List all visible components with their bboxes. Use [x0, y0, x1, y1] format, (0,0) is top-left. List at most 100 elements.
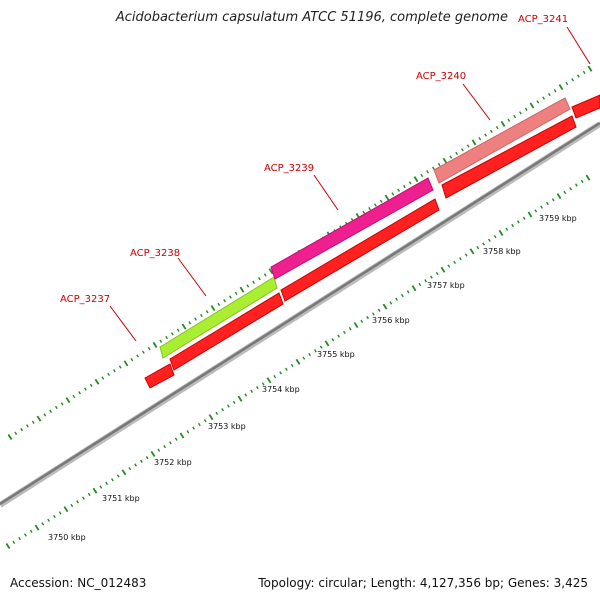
tick-mark [406, 290, 410, 294]
tick-mark [548, 92, 551, 97]
tick-mark [493, 234, 497, 239]
tick-mark [200, 313, 203, 318]
tick-mark [118, 365, 122, 369]
tick-mark [29, 529, 33, 533]
tick-mark [256, 385, 259, 390]
cds-bar-1[interactable] [144, 363, 175, 389]
tick-mark [145, 455, 149, 460]
tick-mark [482, 242, 485, 246]
tick-mark [435, 271, 439, 276]
tick-mark [534, 209, 538, 213]
tick-mark [237, 395, 243, 402]
tick-mark [476, 246, 480, 250]
tick-mark [147, 346, 151, 351]
tick-mark [403, 184, 406, 189]
tick-mark [246, 284, 250, 288]
tick-mark [420, 173, 424, 178]
tick-mark [466, 144, 470, 148]
tick-mark [540, 205, 543, 209]
gene-label-acp-3238[interactable]: ACP_3238 [130, 248, 180, 259]
tick-mark [208, 414, 214, 421]
tick-mark [171, 332, 174, 336]
gene-label-acp-3240[interactable]: ACP_3240 [416, 71, 466, 82]
tick-mark [511, 223, 514, 228]
tick-mark [194, 317, 197, 321]
tick-mark [498, 229, 504, 236]
tick-mark [319, 345, 323, 349]
leader-line-acp-3237 [109, 305, 137, 342]
tick-mark [136, 354, 139, 358]
tick-mark [577, 74, 580, 78]
tick-mark [558, 84, 564, 91]
tick-mark [348, 327, 352, 331]
gene-feature-acp-3240[interactable] [433, 97, 571, 184]
gene-feature-acp-3239[interactable] [270, 177, 434, 280]
tick-mark [374, 203, 377, 207]
tick-mark [169, 441, 172, 445]
tick-mark [546, 201, 549, 206]
tick-mark [101, 376, 105, 380]
tick-mark [389, 301, 393, 305]
tick-mark [159, 339, 163, 343]
tick-mark [273, 374, 277, 379]
tick-mark [186, 430, 190, 434]
gene-label-acp-3239[interactable]: ACP_3239 [264, 163, 314, 174]
tick-mark [20, 427, 23, 432]
scale-label: 3758 kbp [483, 247, 521, 256]
tick-mark [556, 193, 562, 200]
tick-mark [130, 358, 134, 362]
tick-mark [424, 279, 427, 283]
tick-mark [285, 367, 288, 371]
gene-feature-acp-3238[interactable] [159, 276, 278, 359]
tick-mark [563, 190, 567, 195]
gene-label-acp-3241[interactable]: ACP_3241 [518, 14, 568, 25]
tick-mark [223, 299, 226, 303]
tick-mark [134, 463, 137, 467]
scale-label: 3753 kbp [208, 422, 246, 431]
tick-mark [362, 210, 366, 214]
tick-mark [500, 120, 506, 127]
tick-mark [210, 305, 216, 312]
tick-mark [49, 409, 52, 413]
leader-line-acp-3239 [313, 174, 339, 211]
tick-mark [140, 459, 143, 463]
tick-mark [221, 408, 224, 412]
tick-mark [174, 437, 178, 441]
tick-mark [72, 394, 76, 399]
tick-mark [47, 518, 50, 522]
tick-mark [461, 148, 464, 152]
tick-mark [401, 293, 404, 298]
tick-mark [12, 540, 16, 544]
tick-mark [65, 397, 71, 404]
tick-mark [78, 391, 81, 395]
tick-mark [553, 89, 557, 93]
cds-bar-4[interactable] [441, 115, 577, 199]
tick-track-lower [5, 174, 591, 550]
tick-mark [437, 162, 441, 167]
tick-mark [571, 78, 574, 82]
tick-mark [384, 194, 390, 201]
tick-mark [239, 286, 245, 293]
tick-mark [250, 389, 253, 393]
tick-mark [430, 275, 433, 279]
tick-mark [469, 248, 475, 255]
cds-bar-2[interactable] [169, 292, 284, 371]
tick-mark [324, 340, 330, 347]
tick-mark [244, 393, 248, 397]
leader-line-acp-3240 [462, 83, 491, 121]
tick-mark [569, 187, 572, 191]
tick-mark [488, 238, 491, 242]
tick-mark [205, 310, 209, 314]
tick-mark [484, 133, 487, 137]
cds-bar-3[interactable] [280, 198, 440, 302]
tick-mark [455, 151, 458, 156]
gene-label-acp-3237[interactable]: ACP_3237 [60, 294, 110, 305]
tick-mark [382, 303, 388, 310]
scale-label: 3755 kbp [317, 350, 355, 359]
tick-mark [580, 179, 584, 184]
leader-line-acp-3238 [177, 257, 207, 297]
tick-mark [266, 377, 272, 384]
cds-bar-5[interactable] [571, 94, 600, 119]
tick-mark [99, 485, 103, 489]
